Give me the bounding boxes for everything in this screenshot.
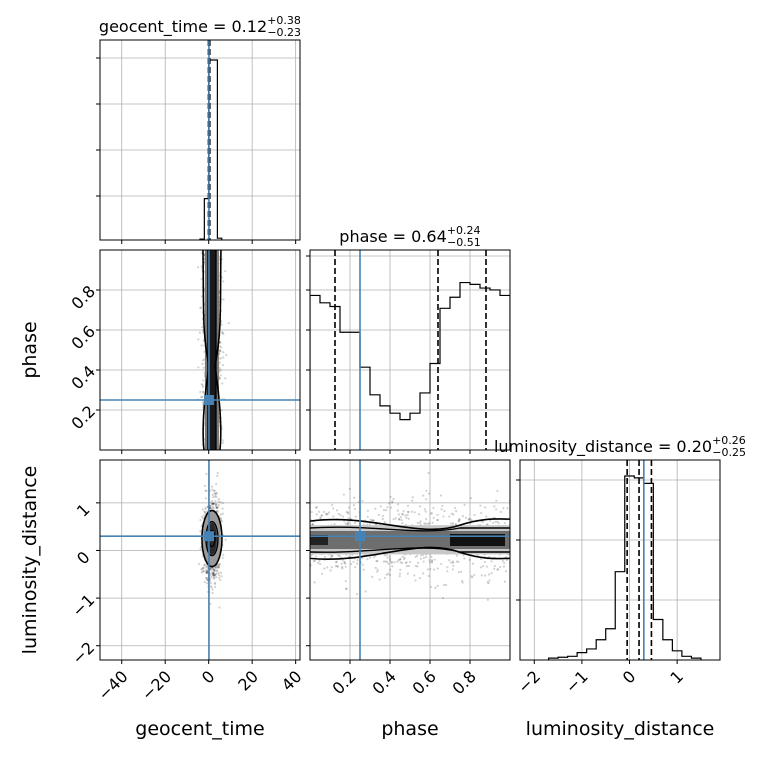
x-tick-label-phase: 0.8 bbox=[448, 667, 479, 698]
y-tick-label-luminosity_distance: 1 bbox=[73, 500, 94, 521]
title-sup: +0.26 bbox=[712, 434, 746, 447]
pair-phase-luminosity_distance-density bbox=[310, 471, 510, 601]
pair-phase-luminosity_distance-truth-marker bbox=[355, 531, 365, 542]
pair-geocent_time-phase-core bbox=[207, 250, 216, 450]
marginal-phase-frame bbox=[309, 249, 511, 451]
pair-phase-luminosity_distance-contour-mid-top bbox=[310, 526, 510, 532]
pair-geocent_time-luminosity_distance-contour-outer bbox=[201, 509, 223, 568]
x-axis-label-luminosity_distance: luminosity_distance bbox=[526, 718, 715, 740]
pair-phase-luminosity_distance-core-right bbox=[450, 534, 505, 546]
pair-geocent_time-phase-contour-outer-right bbox=[214, 250, 222, 450]
y-tick-label-luminosity_distance: −2 bbox=[68, 638, 98, 668]
marginal-phase-title: phase = 0.64+0.24 −0.51 bbox=[339, 224, 480, 249]
y-tick-label-phase: 0.6 bbox=[68, 322, 99, 353]
marginal-luminosity_distance-frame bbox=[519, 459, 721, 661]
x-tick-label-luminosity_distance: 1 bbox=[666, 667, 687, 688]
pair-phase-luminosity_distance-contour-mid-bottom bbox=[310, 547, 510, 553]
y-tick-label-phase: 0.4 bbox=[68, 362, 99, 393]
pair-geocent_time-phase-frame bbox=[99, 249, 301, 451]
y-axis-label-luminosity_distance: luminosity_distance bbox=[19, 466, 41, 655]
x-tick-label-luminosity_distance: −1 bbox=[562, 667, 592, 697]
marginal-phase-hist-step bbox=[310, 281, 510, 450]
marginal-geocent_time-frame bbox=[99, 39, 301, 241]
x-tick-label-geocent_time: 20 bbox=[234, 667, 262, 695]
title-sub: −0.51 bbox=[447, 236, 481, 249]
x-tick-label-geocent_time: 0 bbox=[198, 667, 219, 688]
x-tick-label-phase: 0.6 bbox=[408, 667, 439, 698]
y-axis-label-phase: phase bbox=[19, 321, 41, 378]
y-tick-label-luminosity_distance: 0 bbox=[73, 548, 94, 569]
marginal-luminosity_distance-title: luminosity_distance = 0.20+0.26 −0.25 bbox=[494, 434, 746, 459]
pair-geocent_time-luminosity_distance-frame bbox=[99, 459, 301, 661]
x-tick-label-geocent_time: 40 bbox=[278, 667, 306, 695]
pair-geocent_time-phase-density bbox=[196, 250, 230, 450]
pair-phase-luminosity_distance-frame bbox=[309, 459, 511, 661]
y-tick-label-phase: 0.2 bbox=[68, 402, 99, 433]
marginal-luminosity_distance-histogram bbox=[547, 475, 702, 660]
title-sup: +0.38 bbox=[267, 14, 301, 27]
y-tick-label-luminosity_distance: −1 bbox=[68, 590, 98, 620]
pair-geocent_time-phase-truth-marker bbox=[203, 395, 214, 405]
y-tick-label-phase: 0.8 bbox=[68, 282, 99, 313]
marginal-phase-histogram bbox=[310, 281, 510, 450]
x-tick-label-geocent_time: −20 bbox=[138, 667, 175, 704]
x-tick-label-phase: 0.2 bbox=[328, 667, 359, 698]
pair-geocent_time-luminosity_distance-truth-marker bbox=[203, 531, 214, 542]
title-main: luminosity_distance = 0.20 bbox=[494, 437, 712, 457]
x-tick-label-geocent_time: −40 bbox=[94, 667, 131, 704]
pair-phase-luminosity_distance-contour-outer-bottom bbox=[310, 546, 510, 560]
title-sub: −0.23 bbox=[267, 26, 301, 39]
x-axis-label-geocent_time: geocent_time bbox=[135, 718, 264, 740]
title-main: phase = 0.64 bbox=[339, 227, 446, 246]
title-sup: +0.24 bbox=[447, 224, 481, 237]
marginal-luminosity_distance-hist-step bbox=[547, 475, 702, 660]
x-tick-label-phase: 0.4 bbox=[368, 667, 399, 698]
title-main: geocent_time = 0.12 bbox=[99, 17, 267, 37]
x-tick-label-luminosity_distance: 0 bbox=[619, 667, 640, 688]
x-axis-label-phase: phase bbox=[381, 718, 438, 740]
pair-phase-luminosity_distance-core-left bbox=[310, 535, 328, 545]
title-sub: −0.25 bbox=[712, 446, 746, 459]
x-tick-label-luminosity_distance: −2 bbox=[514, 667, 544, 697]
pair-phase-luminosity_distance-contour-outer-top bbox=[310, 518, 510, 531]
marginal-geocent_time-title: geocent_time = 0.12+0.38 −0.23 bbox=[99, 14, 301, 39]
